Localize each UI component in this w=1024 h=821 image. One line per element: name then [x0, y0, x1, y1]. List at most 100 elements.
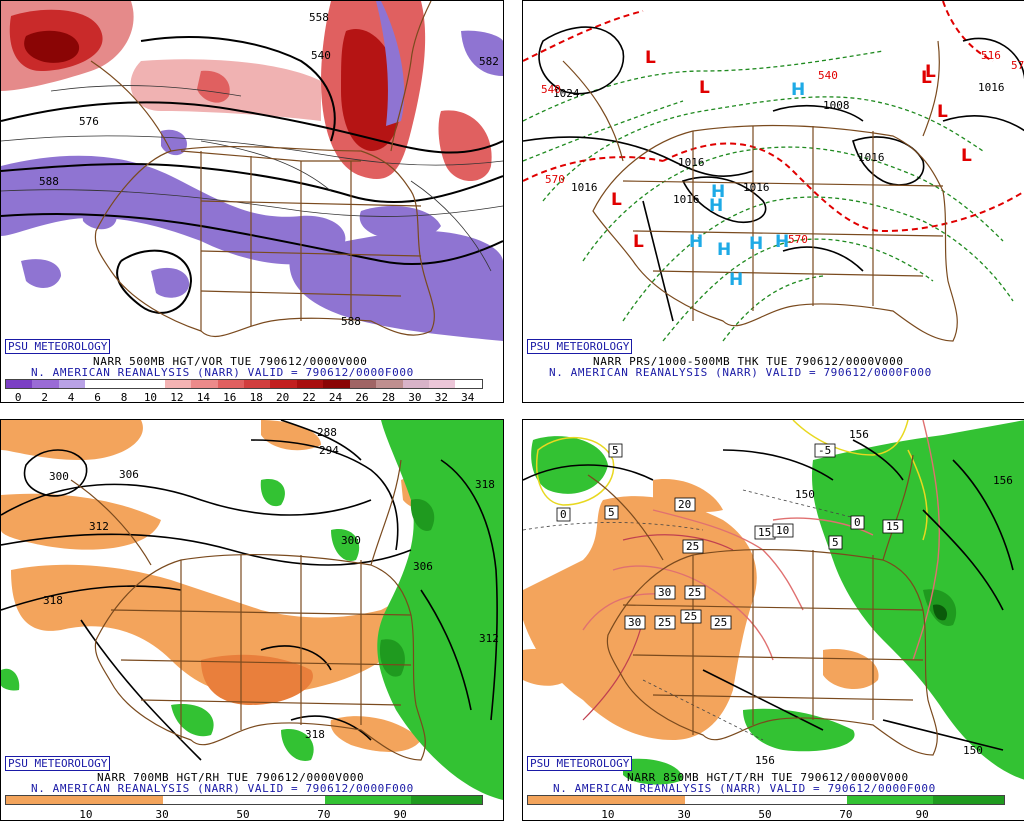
legend-swatch — [164, 380, 192, 388]
legend-tick: 14 — [196, 391, 210, 403]
legend-tick: 4 — [67, 391, 75, 403]
temperature-label-box — [624, 615, 646, 630]
contour-label: 576 — [79, 115, 99, 128]
contour-label: 516 — [981, 49, 1001, 62]
legend-tick: 26 — [355, 391, 369, 403]
temperature-label-box — [814, 443, 836, 458]
vorticity-legend-ticks: 0 2 4 6 8 10 12 14 16 18 20 22 24 26 28 30 32 34 — [5, 391, 481, 402]
rh850-map: 5 5 -5 20 15 10 25 25 30 25 30 25 25 5 0 0 15 156 150 15… — [523, 420, 1024, 785]
legend-tick: 30 — [677, 808, 691, 821]
legend-tick: 90 — [915, 808, 929, 821]
legend-tick: 34 — [461, 391, 475, 403]
temperature-label: 0 — [854, 516, 861, 529]
legend-tick: 10 — [601, 808, 615, 821]
contour-label: 588 — [341, 315, 361, 328]
legend-tick: 16 — [223, 391, 237, 403]
temperature-label-box — [608, 443, 623, 458]
legend-swatch — [349, 380, 377, 388]
legend-swatch — [429, 380, 456, 388]
panel-500mb-vorticity: 558 576 588 588 540 582 PSU METEOROLOGY … — [0, 0, 504, 403]
contour-label: 540 — [818, 69, 838, 82]
rh850-legend-bar — [527, 795, 1005, 805]
legend-tick: 70 — [317, 808, 331, 821]
legend-swatch — [6, 380, 33, 388]
legend-tick: 2 — [41, 391, 48, 403]
contour-label: 300 — [49, 470, 69, 483]
contour-label: 300 — [341, 534, 361, 547]
map-caption-valid: N. AMERICAN REANALYSIS (NARR) VALID = 79… — [31, 782, 414, 795]
legend-swatch — [32, 380, 59, 388]
temperature-label-box — [556, 507, 571, 522]
contour-label: 156 — [755, 754, 775, 767]
high-pressure-symbol: H — [709, 196, 723, 216]
contour-label: 570 — [1011, 59, 1024, 72]
high-pressure-symbol: H — [791, 80, 805, 100]
low-pressure-symbol: L — [633, 232, 644, 252]
map-caption-title: NARR PRS/1000-500MB THK TUE 790612/0000V… — [593, 355, 904, 368]
map-caption-valid: N. AMERICAN REANALYSIS (NARR) VALID = 79… — [31, 366, 414, 379]
legend-tick: 32 — [434, 391, 448, 403]
rh850-legend-ticks: 10 30 50 70 90 — [527, 808, 1003, 821]
low-pressure-symbol: L — [961, 146, 972, 166]
legend-tick: 6 — [94, 391, 101, 403]
temperature-label: 5 — [832, 536, 839, 549]
temperature-label: -5 — [818, 444, 831, 457]
legend-tick: 50 — [758, 808, 772, 821]
temperature-label-box — [680, 609, 702, 624]
low-pressure-symbol: L — [645, 48, 656, 68]
contour-label: 540 — [311, 49, 331, 62]
contour-label: 312 — [89, 520, 109, 533]
temperature-label: 10 — [776, 524, 789, 537]
contour-label: 1016 — [571, 181, 598, 194]
temperature-label-box — [850, 515, 865, 530]
temperature-label-box — [674, 497, 696, 512]
legend-tick: 30 — [155, 808, 169, 821]
legend-swatch — [243, 380, 271, 388]
legend-swatch — [191, 380, 218, 388]
temperature-label-box — [772, 523, 794, 538]
psu-meteorology-logo: PSU METEOROLOGY — [527, 339, 633, 354]
temperature-label: 25 — [686, 540, 699, 553]
legend-tick: 50 — [236, 808, 250, 821]
vorticity-legend-bar — [5, 379, 483, 389]
legend-tick: 90 — [393, 808, 407, 821]
temperature-label-box — [654, 585, 676, 600]
legend-tick: 10 — [79, 808, 93, 821]
low-pressure-symbol: L — [921, 68, 932, 88]
legend-tick: 10 — [143, 391, 158, 403]
legend-tick: 30 — [408, 391, 422, 403]
legend-swatch — [455, 380, 482, 388]
psu-meteorology-logo: PSU METEOROLOGY — [5, 756, 111, 771]
low-pressure-symbol: L — [611, 190, 622, 210]
temperature-label-box — [828, 535, 843, 550]
contour-label: 312 — [479, 632, 499, 645]
temperature-label: 5 — [608, 506, 615, 519]
contour-label: 1016 — [673, 193, 700, 206]
temperature-label: 25 — [688, 586, 701, 599]
legend-tick: 20 — [276, 391, 290, 403]
legend-tick: 22 — [302, 391, 316, 403]
legend-swatch — [296, 380, 324, 388]
contour-label: 318 — [43, 594, 63, 607]
legend-tick: 18 — [249, 391, 263, 403]
legend-swatch — [138, 380, 165, 388]
contour-label: 150 — [963, 744, 983, 757]
map-caption-title: NARR 500MB HGT/VOR TUE 790612/0000V000 — [93, 355, 368, 368]
contour-label: 1016 — [858, 151, 885, 164]
contour-label: 306 — [413, 560, 433, 573]
temperature-label: 15 — [758, 526, 771, 539]
rh700-legend-bar — [5, 795, 483, 805]
high-pressure-symbol: H — [689, 232, 703, 252]
high-pressure-symbol: H — [711, 182, 725, 202]
contour-label: 288 — [317, 426, 337, 439]
temperature-label: 20 — [678, 498, 691, 511]
rh700-legend-ticks: 10 30 50 70 90 — [5, 808, 481, 821]
contour-label: 150 — [795, 488, 815, 501]
low-pressure-symbol: L — [699, 78, 710, 98]
temperature-label: 0 — [560, 508, 567, 521]
temperature-label: 25 — [658, 616, 671, 629]
legend-swatch — [402, 380, 429, 388]
legend-tick: 24 — [328, 391, 343, 403]
contour-label: 318 — [475, 478, 495, 491]
